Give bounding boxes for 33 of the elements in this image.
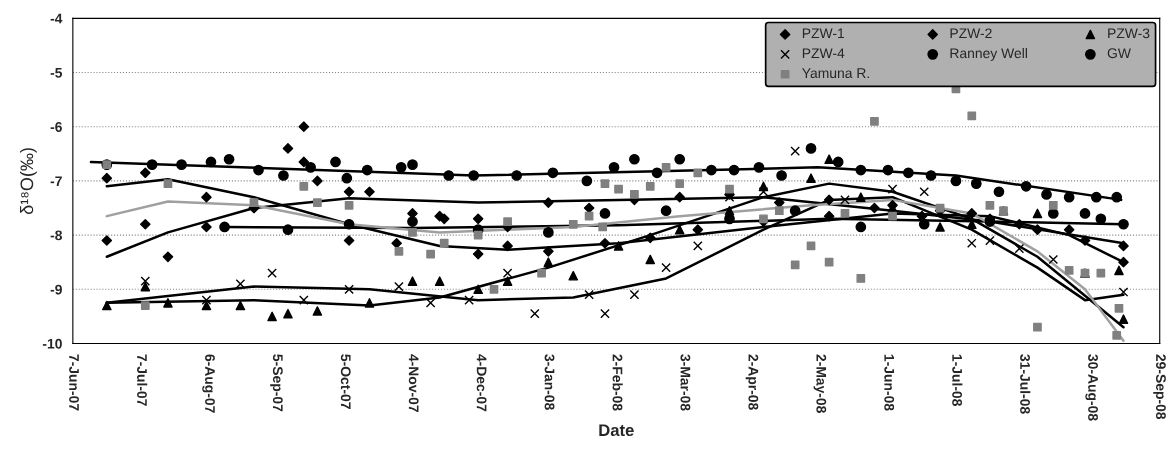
x-tick-label: 1-Jun-08 [884, 354, 895, 411]
x-tick-label: 5-Sep-07 [270, 354, 283, 412]
x-axis-title: Date [599, 424, 634, 437]
legend-label: GW [1107, 48, 1131, 59]
x-tick-label: 1-Jul-08 [952, 354, 963, 406]
x-tick-label: 2-May-08 [813, 354, 827, 413]
legend-label: Ranney Well [950, 47, 1027, 61]
x-tick-label: 30-Aug-08 [1085, 354, 1098, 421]
x-tick-label: 4-Nov-07 [408, 354, 419, 412]
x-tick-label: 2-Apr-08 [745, 354, 759, 410]
y-axis-title: δ¹⁸O(‰) [19, 148, 37, 215]
y-tick-label: -5 [50, 67, 63, 78]
x-tick-label: 6-Aug-07 [202, 354, 215, 413]
y-tick-label: -8 [50, 230, 63, 241]
y-tick-label: -10 [42, 338, 62, 349]
x-tick-label: 31-Jul-08 [1020, 354, 1031, 414]
legend-label: PZW-4 [802, 48, 845, 58]
y-tick-label: -6 [50, 122, 62, 132]
y-tick-label: -9 [50, 284, 62, 295]
legend-label: PZW-2 [950, 28, 992, 39]
legend-label: PZW-1 [802, 28, 845, 39]
x-tick-label: 3-Jan-08 [544, 354, 555, 410]
x-tick-label: 7-Jun-07 [69, 354, 79, 411]
x-tick-label: 7-Jul-07 [137, 354, 148, 406]
legend-label: Yamuna R. [802, 68, 869, 79]
y-tick-label: -7 [50, 176, 62, 186]
x-tick-label: 2-Feb-08 [612, 354, 623, 411]
x-tick-label: 4-Dec-07 [476, 354, 487, 412]
x-tick-label: 29-Sep-08 [1153, 354, 1166, 420]
legend-label: PZW-3 [1108, 28, 1150, 39]
x-tick-label: 3-Mar-08 [680, 354, 691, 411]
y-tick-label: -4 [50, 13, 63, 24]
x-tick-label: 5-Oct-07 [340, 354, 351, 409]
